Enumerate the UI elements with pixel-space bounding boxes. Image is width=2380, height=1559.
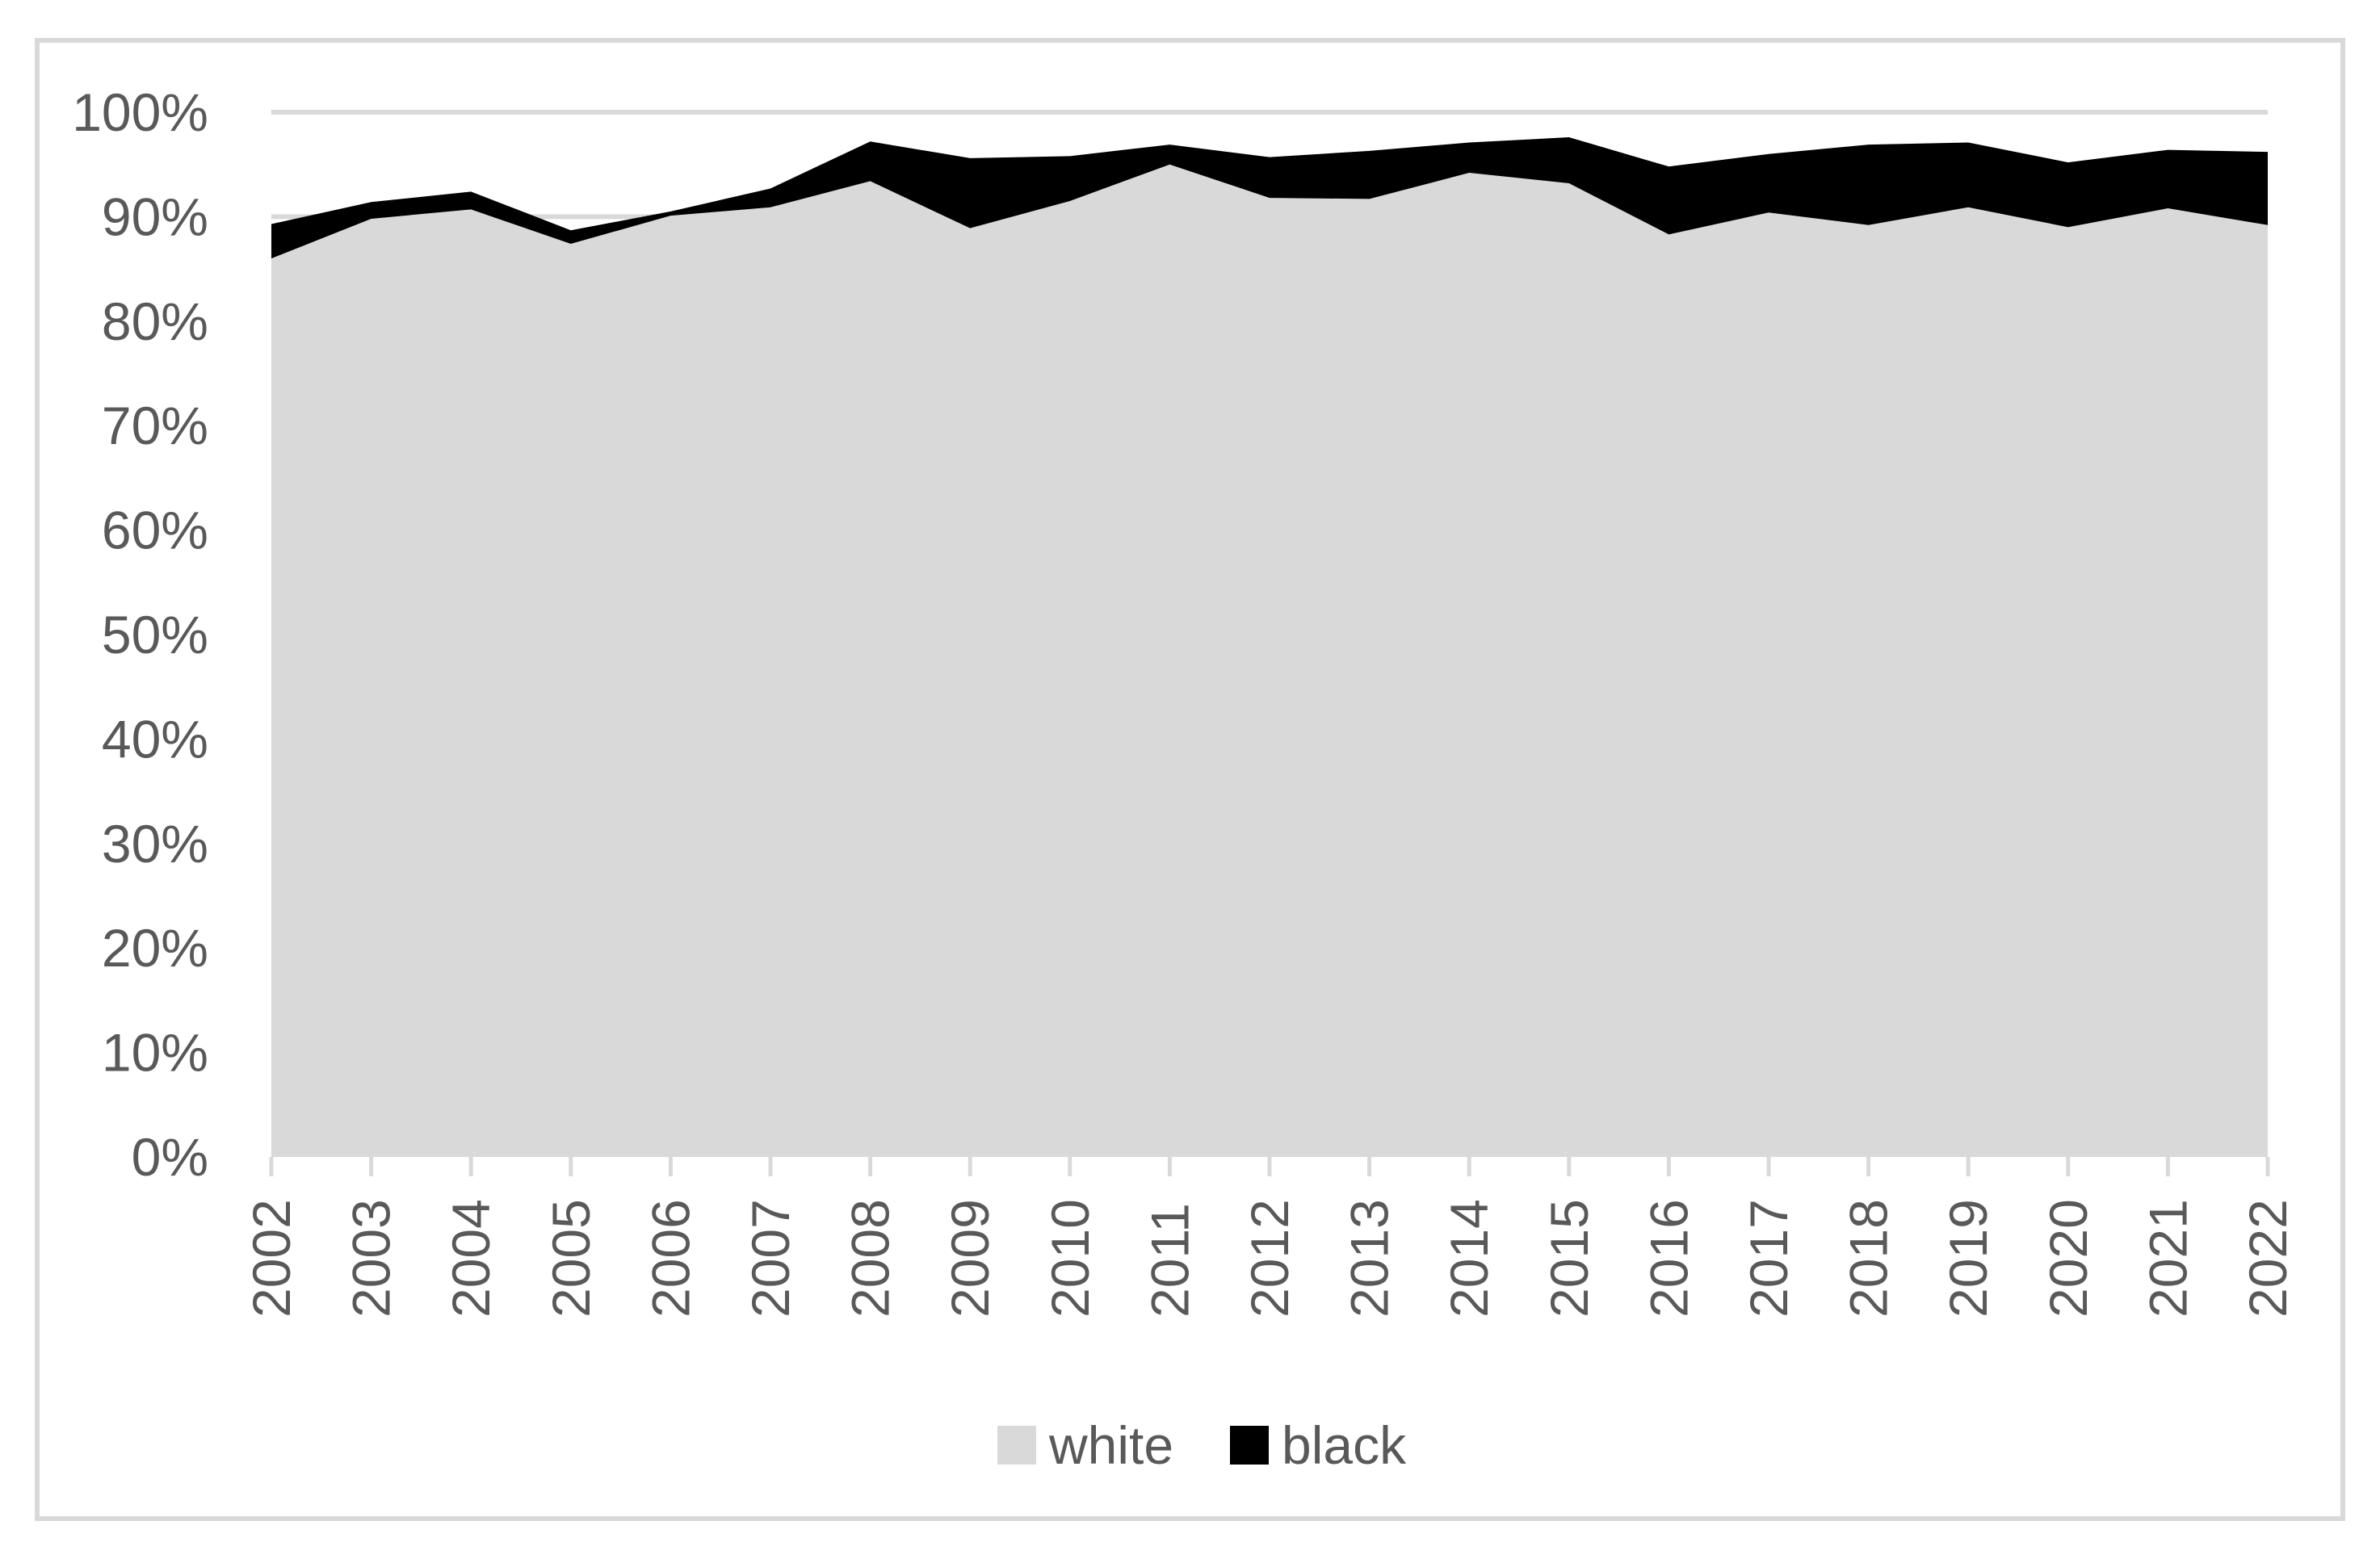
x-axis-tick-label: 2007 [741,1199,800,1318]
x-axis-tick-label: 2015 [1539,1199,1599,1318]
x-axis-tick-label: 2016 [1639,1199,1698,1318]
x-axis-tick-label: 2014 [1439,1199,1499,1318]
x-axis-tick-label: 2002 [241,1199,301,1318]
x-axis-tick-label: 2008 [841,1199,900,1318]
x-axis-tick-label: 2012 [1240,1199,1299,1318]
x-axis-tick-label: 2020 [2038,1199,2098,1318]
legend-swatch-black [1230,1426,1269,1465]
x-axis-tick-label: 2018 [1839,1199,1899,1318]
x-axis-tick-label: 2021 [2138,1199,2197,1318]
y-axis-tick-label: 10% [102,1023,208,1083]
y-axis-tick-label: 40% [102,709,208,769]
x-axis-tick-label: 2013 [1340,1199,1400,1318]
y-axis-tick-label: 50% [102,605,208,664]
x-axis-tick-label: 2009 [940,1199,1000,1318]
legend-label-white: white [1048,1415,1173,1475]
x-axis-tick-label: 2006 [640,1199,700,1318]
x-axis-tick-label: 2003 [342,1199,401,1318]
y-axis-tick-label: 0% [132,1127,208,1187]
y-axis-tick-label: 100% [72,82,208,142]
y-axis-tick-label: 90% [102,186,208,246]
x-axis-tick-label: 2005 [541,1199,601,1318]
figure-border [35,38,2345,1521]
x-axis-tick-label: 2011 [1140,1203,1199,1318]
series-area-black [271,137,2268,259]
series-area-white [271,164,2268,1158]
y-axis-tick-label: 70% [102,396,208,455]
x-axis-tick-label: 2004 [441,1199,501,1318]
y-axis-tick-label: 30% [102,814,208,874]
x-axis-tick-label: 2010 [1040,1199,1100,1318]
y-axis-tick-label: 60% [102,501,208,560]
y-axis-tick-label: 20% [102,918,208,978]
x-axis-tick-label: 2019 [1938,1199,1998,1318]
legend-label-black: black [1282,1415,1407,1475]
x-axis-tick-label: 2022 [2238,1199,2298,1318]
y-axis-tick-label: 80% [102,291,208,351]
x-axis-tick-label: 2017 [1739,1199,1799,1318]
legend-swatch-white [997,1426,1036,1465]
